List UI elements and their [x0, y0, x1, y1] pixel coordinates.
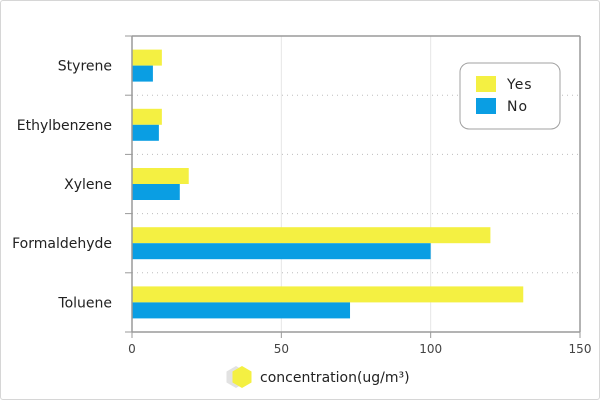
legend: Yes No	[459, 62, 561, 130]
bar-no-ethylbenzene	[132, 124, 159, 141]
labels-layer: Toluene Formaldehyde Xylene Ethylbenzene Sty…	[12, 59, 591, 356]
legend-label-no: No	[507, 99, 528, 115]
category-label: Xylene	[64, 177, 112, 193]
bar-yes-styrene	[132, 49, 162, 66]
category-label: Toluene	[57, 295, 112, 311]
bar-yes-toluene	[132, 286, 524, 303]
x-tick-label: 100	[419, 342, 442, 356]
x-tick-label: 150	[569, 342, 592, 356]
legend-swatch-yes	[476, 76, 496, 92]
axes-layer	[125, 35, 581, 338]
bar-no-xylene	[132, 184, 180, 200]
bar-yes-ethylbenzene	[132, 108, 162, 125]
legend-label-yes: Yes	[506, 77, 533, 93]
category-label: Ethylbenzene	[17, 118, 112, 134]
bar-no-styrene	[132, 65, 153, 82]
x-axis-label: concentration(ug/m³)	[260, 370, 410, 386]
category-label: Styrene	[58, 59, 112, 75]
bar-yes-xylene	[132, 168, 189, 184]
x-tick-label: 0	[128, 342, 136, 356]
category-label: Formaldehyde	[12, 236, 112, 252]
legend-box	[459, 62, 561, 130]
x-tick-label: 50	[274, 342, 289, 356]
bars-layer	[132, 49, 524, 319]
hexagon-icon	[232, 366, 252, 388]
bar-no-toluene	[132, 302, 351, 319]
legend-swatch-no	[476, 98, 496, 114]
bar-no-formaldehyde	[132, 243, 431, 260]
bar-yes-formaldehyde	[132, 227, 491, 244]
x-axis-title: concentration(ug/m³)	[226, 366, 410, 388]
